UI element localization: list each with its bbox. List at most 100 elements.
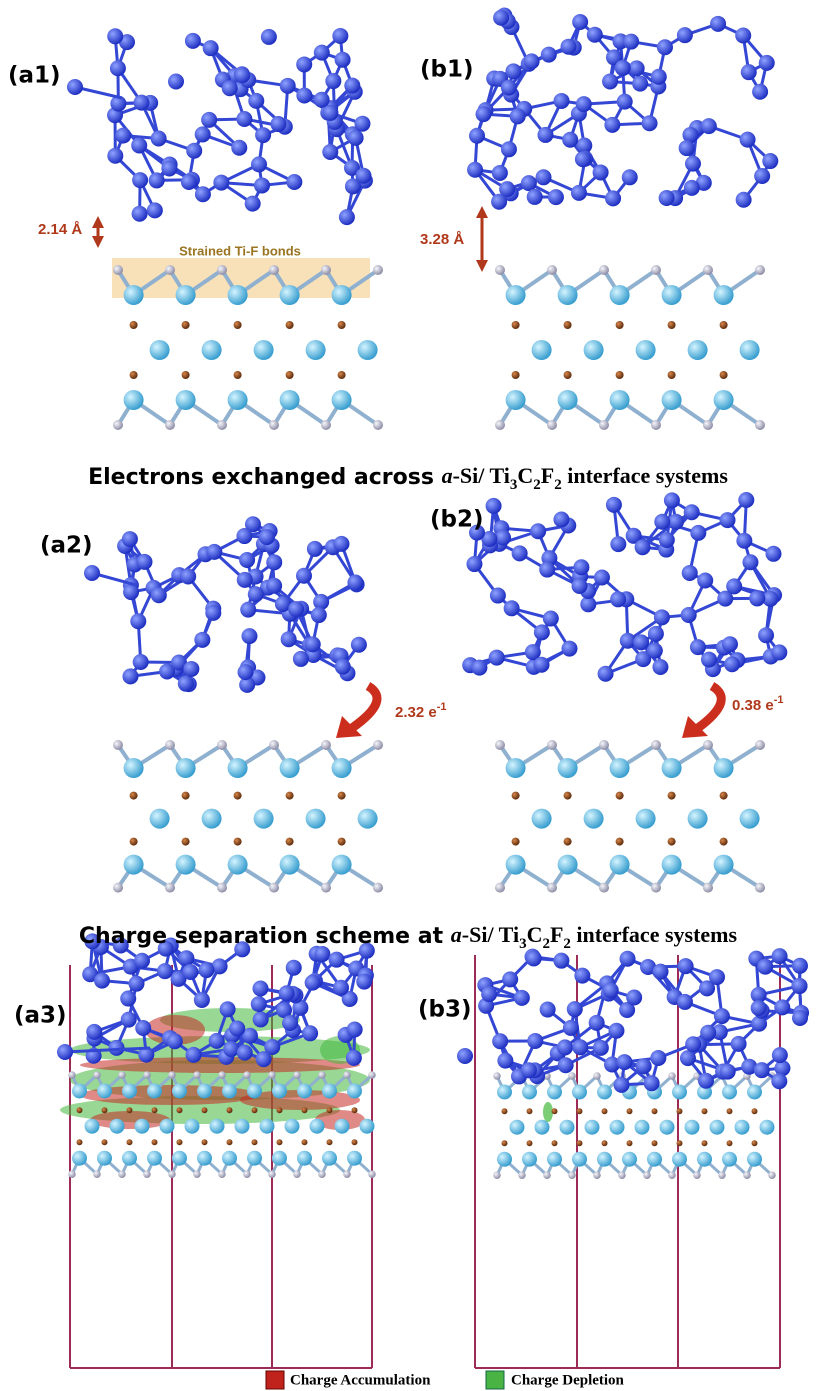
atom xyxy=(277,1107,283,1113)
atom xyxy=(306,340,326,360)
atom xyxy=(272,1084,287,1099)
atom xyxy=(296,56,312,72)
atom xyxy=(632,76,648,92)
atom xyxy=(202,809,222,829)
atom xyxy=(558,285,578,305)
atom xyxy=(616,1054,632,1070)
atom xyxy=(335,659,351,675)
atom xyxy=(724,656,740,672)
atom xyxy=(347,1021,363,1037)
atom xyxy=(647,1152,662,1167)
atom xyxy=(206,544,222,560)
atom xyxy=(255,127,271,143)
atom xyxy=(343,1170,351,1178)
atom xyxy=(526,950,542,966)
atom xyxy=(510,1120,525,1135)
atom xyxy=(506,390,526,410)
atom xyxy=(195,186,211,202)
atom xyxy=(486,498,502,514)
atom xyxy=(286,321,294,329)
transfer-value: 2.32 e xyxy=(395,704,437,721)
atom xyxy=(185,1119,200,1134)
atom xyxy=(279,985,295,1001)
distance-label: 3.28 Å xyxy=(420,231,464,248)
atom xyxy=(622,1152,637,1167)
atom xyxy=(697,573,713,589)
atom xyxy=(351,637,367,653)
atom xyxy=(627,1140,633,1146)
atom xyxy=(540,1002,556,1018)
atom xyxy=(521,1062,537,1078)
atom xyxy=(160,1119,175,1134)
atom xyxy=(123,584,139,600)
atom xyxy=(172,1084,187,1099)
atom xyxy=(747,1085,762,1100)
atom xyxy=(497,1053,513,1069)
atom xyxy=(720,838,728,846)
atom xyxy=(281,631,297,647)
atom xyxy=(182,838,190,846)
atom xyxy=(562,132,578,148)
structures xyxy=(57,7,809,1368)
atom xyxy=(536,169,552,185)
atom xyxy=(593,1040,609,1056)
atom xyxy=(547,1152,562,1167)
atom xyxy=(248,586,264,602)
atom xyxy=(302,1025,318,1041)
atom xyxy=(610,285,630,305)
atom xyxy=(662,758,682,778)
atom xyxy=(552,1108,558,1114)
atom xyxy=(594,570,610,586)
atom xyxy=(593,1171,601,1179)
atom xyxy=(610,1120,625,1135)
atom xyxy=(541,47,557,63)
atom xyxy=(760,1120,775,1135)
atom xyxy=(576,96,592,112)
atom xyxy=(130,613,146,629)
atom xyxy=(512,321,520,329)
atom xyxy=(132,206,148,222)
atom xyxy=(678,958,694,974)
atom xyxy=(86,1024,102,1040)
atom xyxy=(659,532,675,548)
atom xyxy=(102,1107,108,1113)
atom xyxy=(534,657,550,673)
atom xyxy=(593,164,609,180)
atom xyxy=(772,948,788,964)
atom xyxy=(318,1071,326,1079)
atom xyxy=(176,758,196,778)
transfer-label: 2.32 e-1 xyxy=(395,701,447,721)
atom xyxy=(521,175,537,191)
transfer-value: 0.38 e xyxy=(732,697,774,714)
panel-label: (b1) xyxy=(420,57,474,83)
atom xyxy=(269,740,279,750)
atom xyxy=(282,1015,298,1031)
atom xyxy=(597,1085,612,1100)
atom xyxy=(305,636,321,652)
atom xyxy=(701,118,717,134)
atom xyxy=(610,758,630,778)
atom xyxy=(165,740,175,750)
atom xyxy=(311,607,327,623)
atom xyxy=(502,971,518,987)
atom xyxy=(481,986,497,1002)
heading-part: interface systems xyxy=(562,463,729,488)
atom xyxy=(227,1139,233,1145)
heading-part: F xyxy=(541,463,554,488)
atom xyxy=(629,60,645,76)
atom xyxy=(136,554,152,570)
atom xyxy=(561,641,577,657)
atom xyxy=(720,1064,736,1080)
atom xyxy=(235,1119,250,1134)
atom xyxy=(218,1170,226,1178)
atom xyxy=(122,1084,137,1099)
atom xyxy=(643,1171,651,1179)
atom xyxy=(239,552,255,568)
atom xyxy=(471,660,487,676)
atom xyxy=(547,883,557,893)
atom xyxy=(602,1140,608,1146)
atom xyxy=(651,420,661,430)
atom xyxy=(248,93,264,109)
atom xyxy=(151,131,167,147)
atom xyxy=(77,1107,83,1113)
